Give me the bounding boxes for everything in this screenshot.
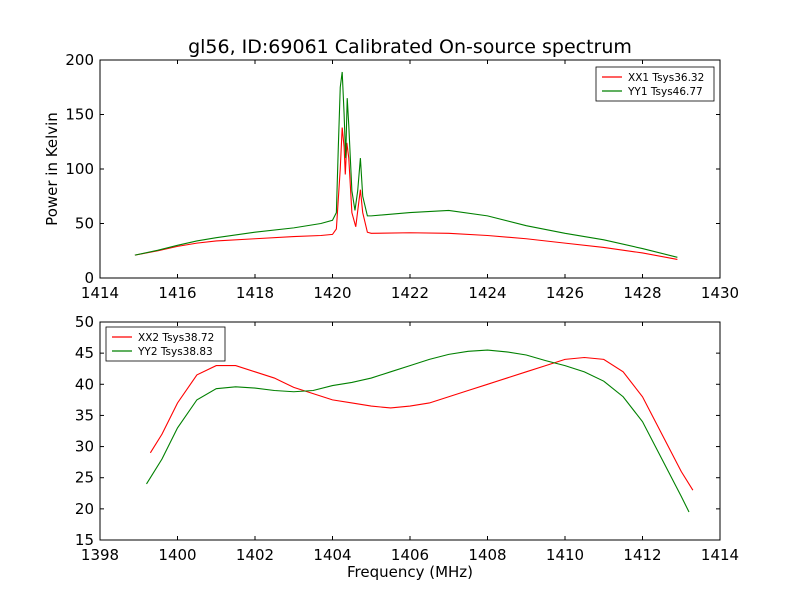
x-tick-label: 1420 [313,284,351,302]
x-tick-label: 1414 [701,546,739,564]
y-tick-label: 20 [75,500,94,518]
x-tick-label: 1414 [81,284,119,302]
legend: XX2 Tsys38.72 YY2 Tsys38.83 [105,326,226,362]
x-tick-label: 1406 [391,546,429,564]
x-tick-label: 1404 [313,546,351,564]
plots-layer: 1414 1416 1418 1420 1422 1424 1426 1428 14300501… [43,51,739,581]
series-line-2 [134,71,678,258]
legend-box [595,66,715,102]
y-tick-label: 15 [75,531,94,549]
y-tick-label: 30 [75,438,94,456]
y-tick-label: 35 [75,406,94,424]
x-tick-label: 1424 [468,284,506,302]
legend-label-2: YY2 Tsys38.83 [137,346,213,358]
legend-label-1: XX2 Tsys38.72 [138,332,214,344]
y-tick-label: 50 [75,215,94,233]
x-tick-label: 1422 [391,284,429,302]
x-tick-label: 1410 [546,546,584,564]
legend-label-1: XX1 Tsys36.32 [628,72,704,84]
x-tick-label: 1428 [623,284,661,302]
y-tick-label: 50 [75,313,94,331]
y-tick-label: 40 [75,375,94,393]
series-line-2 [146,349,690,513]
figure-title: gl56, ID:69061 Calibrated On-source spec… [188,36,632,58]
x-tick-label: 1418 [236,284,274,302]
x-tick-label: 1430 [701,284,739,302]
y-tick-label: 25 [75,469,94,487]
legend: XX1 Tsys36.32 YY1 Tsys46.77 [595,66,715,102]
x-tick-label: 1416 [158,284,196,302]
series-line-1 [149,356,694,491]
y-tick-label: 45 [75,344,94,362]
series-line-1 [134,127,678,261]
x-axis-label: Frequency (MHz) [347,563,473,581]
x-tick-label: 1400 [158,546,196,564]
y-tick-label: 0 [84,269,94,287]
legend-box [105,326,226,362]
chart-2: 1398 1400 1402 1404 1406 1408 1410 1412 1414 15 20… [75,313,739,581]
x-tick-label: 1426 [546,284,584,302]
x-tick-label: 1398 [81,546,119,564]
x-tick-label: 1402 [236,546,274,564]
y-tick-label: 150 [65,106,94,124]
legend-label-2: YY1 Tsys46.77 [627,86,703,98]
y-tick-label: 200 [65,51,94,69]
y-axis-label: Power in Kelvin [43,112,61,226]
chart-1: 1414 1416 1418 1420 1422 1424 1426 1428 1430 0 50 1… [43,51,739,302]
x-tick-label: 1412 [623,546,661,564]
x-tick-label: 1408 [468,546,506,564]
y-tick-label: 100 [65,160,94,178]
